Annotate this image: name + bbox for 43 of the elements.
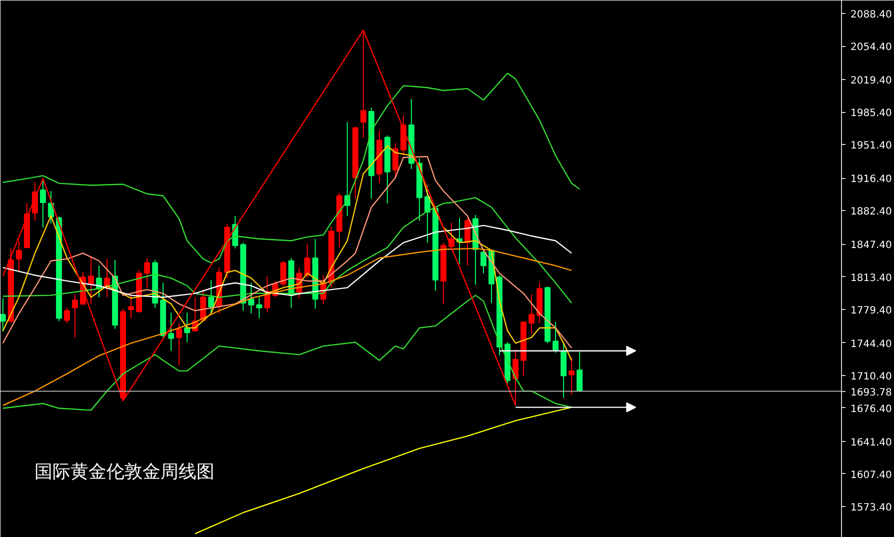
y-tick-label: 1813.40 (850, 272, 892, 284)
y-tick-label: 1985.40 (850, 108, 892, 120)
y-tick-label: 2019.40 (850, 76, 892, 87)
candlestick (0, 298, 6, 332)
y-tick-label: 2088.40 (850, 10, 892, 21)
y-tick-label: 1779.40 (850, 305, 892, 316)
candlestick (576, 351, 583, 393)
candlestick (16, 240, 22, 273)
candlestick (40, 178, 46, 228)
y-tick-label: 1641.40 (850, 437, 892, 448)
candlestick (568, 357, 575, 396)
candlestick (168, 312, 174, 352)
y-tick-label: 1607.40 (850, 470, 892, 481)
line-series (2, 294, 572, 411)
y-tick-label: 1847.40 (850, 240, 892, 252)
line-series (2, 248, 572, 406)
candlestick (64, 307, 70, 324)
candlestick (560, 342, 567, 398)
candlestick (528, 294, 535, 334)
y-tick-label: 1573.40 (850, 502, 892, 514)
line-series (194, 406, 572, 534)
candlestick (480, 250, 486, 274)
candlestick (392, 142, 398, 180)
candlestick (208, 280, 214, 314)
candlestick (128, 294, 134, 319)
candlestick (552, 322, 559, 354)
y-tick-label: 1744.40 (850, 338, 892, 350)
line-series (2, 197, 572, 304)
candlestick (256, 296, 262, 319)
ref-line-label: 1693.78 (850, 387, 892, 398)
candlestick (88, 256, 94, 304)
candlestick (144, 257, 150, 288)
y-tick-label: 1676.40 (850, 404, 892, 415)
text: 国际黄金伦敦金周线图 (34, 462, 214, 482)
y-tick-label: 1710.40 (850, 371, 892, 382)
candlestick (176, 322, 182, 366)
y-tick-label: 1951.40 (850, 140, 892, 152)
y-tick-label: 1882.40 (850, 206, 892, 218)
y-tick-label: 1916.40 (850, 174, 892, 186)
y-tick-label: 2054.40 (850, 42, 892, 54)
candlestick (72, 294, 78, 338)
line-series (2, 72, 580, 264)
candlestick (248, 282, 254, 314)
